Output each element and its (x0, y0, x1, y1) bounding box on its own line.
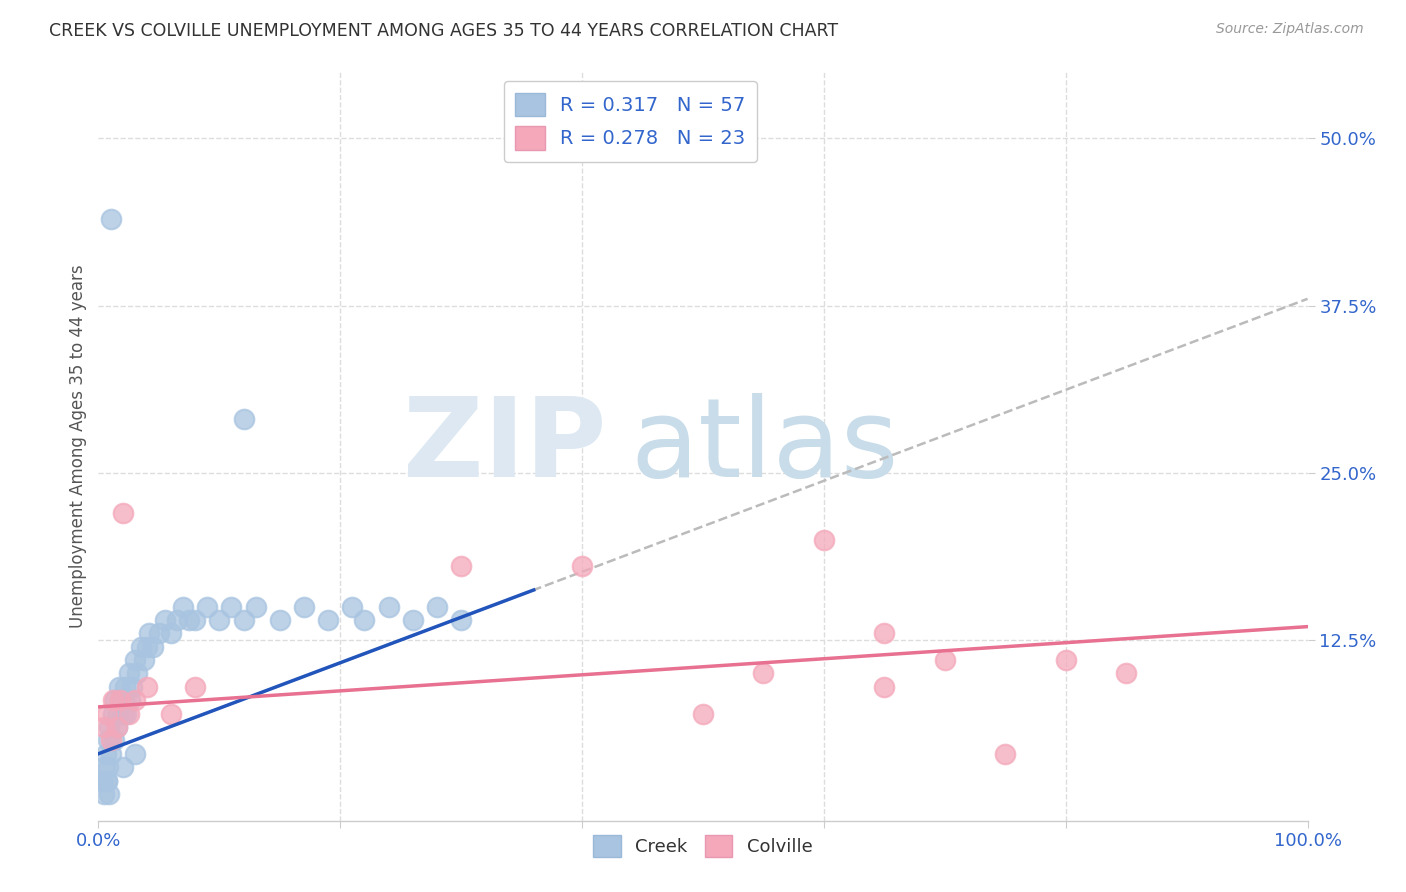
Point (98, 787, 121, 801)
Legend: Creek, Colville: Creek, Colville (586, 828, 820, 864)
Point (100, 747, 122, 761)
Point (111, 506, 134, 520)
Point (135, 680, 157, 694)
Point (316, 613, 339, 627)
Point (208, 613, 231, 627)
Point (100, 211, 122, 226)
Point (121, 680, 143, 694)
Point (127, 666, 149, 681)
Point (692, 706, 714, 721)
Point (179, 613, 201, 627)
Point (93, 760, 115, 774)
Y-axis label: Unemployment Among Ages 35 to 44 years: Unemployment Among Ages 35 to 44 years (69, 264, 87, 628)
Point (111, 706, 134, 721)
Point (813, 533, 835, 547)
Point (142, 640, 165, 654)
Point (97, 733, 120, 747)
Point (104, 693, 127, 707)
Point (450, 559, 472, 574)
Point (353, 613, 375, 627)
Point (148, 626, 170, 640)
Point (426, 599, 449, 614)
Point (103, 733, 125, 747)
Point (97, 760, 120, 774)
Point (93, 787, 115, 801)
Point (91, 773, 114, 788)
Point (112, 693, 135, 707)
Text: Source: ZipAtlas.com: Source: ZipAtlas.com (1216, 22, 1364, 37)
Point (124, 693, 146, 707)
Point (232, 412, 254, 426)
Point (172, 599, 194, 614)
Point (96, 773, 118, 788)
Point (107, 706, 129, 721)
Point (184, 680, 207, 694)
Point (873, 680, 896, 694)
Point (184, 613, 207, 627)
Point (100, 733, 122, 747)
Point (115, 706, 138, 721)
Point (160, 706, 183, 721)
Point (377, 599, 399, 614)
Point (153, 613, 176, 627)
Point (269, 613, 291, 627)
Point (101, 706, 124, 721)
Point (114, 680, 136, 694)
Point (124, 747, 146, 761)
Point (94, 747, 117, 761)
Point (129, 640, 152, 654)
Point (105, 720, 128, 734)
Point (994, 747, 1017, 761)
Point (138, 626, 160, 640)
Point (101, 693, 124, 707)
Point (292, 599, 315, 614)
Point (118, 666, 141, 681)
Point (934, 653, 956, 667)
Point (111, 760, 134, 774)
Point (450, 613, 472, 627)
Point (1115, 666, 1137, 681)
Point (118, 693, 141, 707)
Point (134, 653, 156, 667)
Point (195, 599, 218, 614)
Point (571, 559, 593, 574)
Point (342, 599, 364, 614)
Point (873, 626, 896, 640)
Point (96, 773, 118, 788)
Point (105, 720, 128, 734)
Point (245, 599, 267, 614)
Text: CREEK VS COLVILLE UNEMPLOYMENT AMONG AGES 35 TO 44 YEARS CORRELATION CHART: CREEK VS COLVILLE UNEMPLOYMENT AMONG AGE… (49, 22, 838, 40)
Point (108, 680, 131, 694)
Point (166, 613, 188, 627)
Text: ZIP: ZIP (404, 392, 606, 500)
Point (1054, 653, 1077, 667)
Point (160, 626, 183, 640)
Point (98, 720, 121, 734)
Point (752, 666, 775, 681)
Point (135, 640, 157, 654)
Point (232, 613, 254, 627)
Text: atlas: atlas (630, 392, 898, 500)
Point (124, 653, 146, 667)
Point (108, 693, 131, 707)
Point (221, 599, 243, 614)
Point (108, 693, 131, 707)
Point (96, 706, 118, 721)
Point (93, 720, 115, 734)
Point (402, 613, 425, 627)
Point (118, 706, 141, 721)
